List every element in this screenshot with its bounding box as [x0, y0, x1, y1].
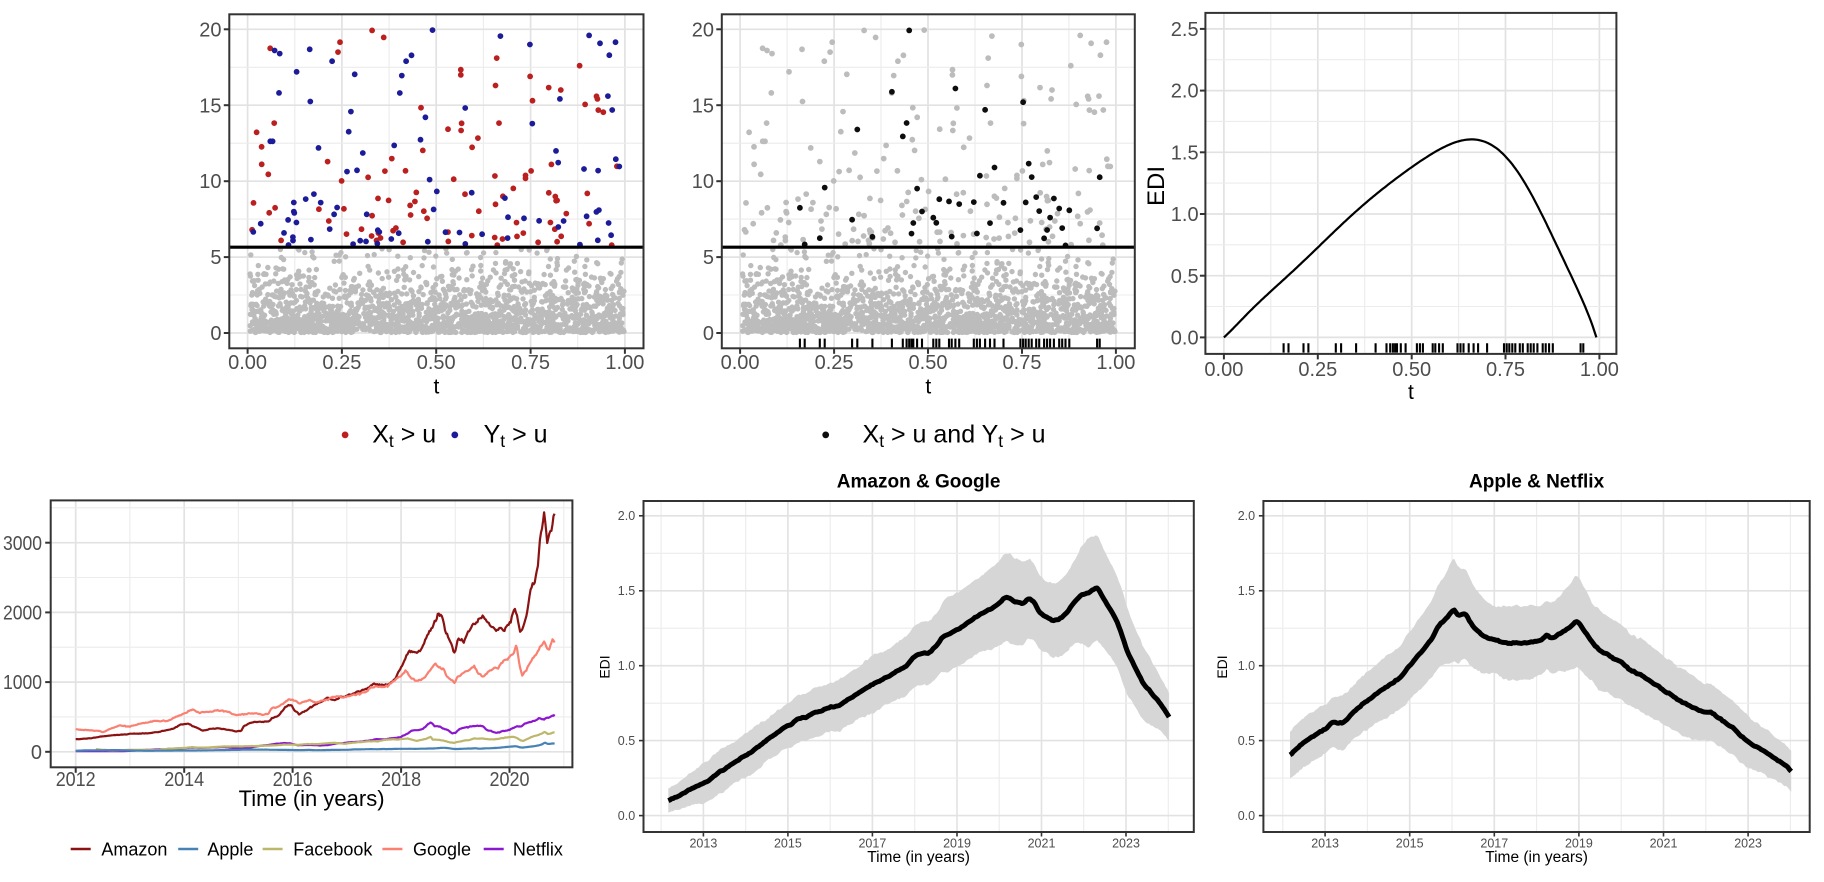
svg-text:0: 0 — [210, 323, 221, 345]
svg-text:0.0: 0.0 — [1238, 809, 1255, 823]
svg-text:2019: 2019 — [1565, 836, 1593, 850]
svg-text:3000: 3000 — [3, 533, 42, 555]
svg-text:0.00: 0.00 — [1204, 359, 1243, 381]
svg-text:2021: 2021 — [1028, 836, 1056, 850]
svg-text:2.0: 2.0 — [1171, 81, 1199, 103]
svg-text:t: t — [925, 376, 931, 399]
svg-text:Apple: Apple — [207, 839, 253, 859]
svg-text:1.0: 1.0 — [618, 659, 635, 673]
svg-text:Netflix: Netflix — [513, 839, 563, 859]
svg-text:2016: 2016 — [273, 769, 313, 791]
svg-text:0.25: 0.25 — [322, 352, 361, 374]
svg-text:0: 0 — [31, 742, 42, 764]
svg-text:0.75: 0.75 — [1486, 359, 1525, 381]
svg-text:2013: 2013 — [689, 836, 717, 850]
svg-text:2020: 2020 — [490, 769, 530, 791]
svg-text:0.00: 0.00 — [228, 352, 267, 374]
svg-text:2023: 2023 — [1112, 836, 1140, 850]
svg-text:0.75: 0.75 — [1003, 352, 1042, 374]
svg-text:2015: 2015 — [1396, 836, 1424, 850]
svg-text:2023: 2023 — [1734, 836, 1762, 850]
svg-text:15: 15 — [199, 95, 221, 117]
svg-text:0.25: 0.25 — [815, 352, 854, 374]
svg-text:0.50: 0.50 — [417, 352, 456, 374]
svg-text:1000: 1000 — [3, 672, 42, 694]
svg-text:1.5: 1.5 — [1238, 584, 1255, 598]
svg-text:Time (in years): Time (in years) — [867, 849, 970, 866]
svg-text:1.5: 1.5 — [1171, 142, 1199, 164]
svg-text:1.5: 1.5 — [618, 584, 635, 598]
svg-text:t: t — [433, 376, 439, 399]
svg-text:2.0: 2.0 — [618, 509, 635, 523]
svg-text:Amazon: Amazon — [101, 839, 167, 859]
svg-text:2015: 2015 — [774, 836, 802, 850]
svg-text:Yt​ > u: Yt​ > u — [484, 420, 548, 451]
svg-text:10: 10 — [199, 171, 221, 193]
svg-text:2000: 2000 — [3, 603, 42, 625]
svg-text:Amazon & Google: Amazon & Google — [837, 472, 1001, 493]
svg-text:20: 20 — [692, 19, 714, 41]
svg-text:2021: 2021 — [1650, 836, 1678, 850]
svg-text:0.0: 0.0 — [618, 809, 635, 823]
svg-text:0.25: 0.25 — [1298, 359, 1337, 381]
svg-text:Time (in years): Time (in years) — [1485, 849, 1588, 866]
svg-text:0.5: 0.5 — [1238, 734, 1255, 748]
svg-text:2.5: 2.5 — [1171, 19, 1199, 41]
svg-text:2.0: 2.0 — [1238, 509, 1255, 523]
svg-text:0.0: 0.0 — [1171, 328, 1199, 350]
svg-text:20: 20 — [199, 19, 221, 41]
svg-text:5: 5 — [210, 247, 221, 269]
svg-text:Time (in years): Time (in years) — [239, 786, 385, 811]
svg-text:0.5: 0.5 — [1171, 266, 1199, 288]
svg-text:EDI: EDI — [1214, 655, 1230, 678]
svg-text:5: 5 — [703, 247, 714, 269]
svg-text:15: 15 — [692, 95, 714, 117]
svg-text:Apple & Netflix: Apple & Netflix — [1469, 472, 1605, 493]
svg-text:0.50: 0.50 — [1392, 359, 1431, 381]
svg-text:1.0: 1.0 — [1171, 204, 1199, 226]
svg-text:0.50: 0.50 — [909, 352, 948, 374]
svg-text:2013: 2013 — [1311, 836, 1339, 850]
svg-text:Facebook: Facebook — [293, 839, 373, 859]
svg-text:0.75: 0.75 — [511, 352, 550, 374]
svg-text:1.00: 1.00 — [1580, 359, 1619, 381]
svg-text:2019: 2019 — [943, 836, 971, 850]
svg-text:2017: 2017 — [858, 836, 886, 850]
svg-text:0.5: 0.5 — [618, 734, 635, 748]
svg-text:Xt​ > u and Yt​ > u: Xt​ > u and Yt​ > u — [863, 420, 1046, 451]
svg-text:0.00: 0.00 — [721, 352, 760, 374]
svg-text:t: t — [1408, 381, 1414, 404]
svg-text:EDI: EDI — [1143, 166, 1170, 206]
svg-text:0: 0 — [703, 323, 714, 345]
svg-text:1.0: 1.0 — [1238, 659, 1255, 673]
svg-text:2018: 2018 — [381, 769, 421, 791]
svg-text:2012: 2012 — [56, 769, 96, 791]
svg-text:1.00: 1.00 — [1096, 352, 1135, 374]
svg-text:10: 10 — [692, 171, 714, 193]
svg-text:1.00: 1.00 — [605, 352, 644, 374]
svg-text:Google: Google — [413, 839, 471, 859]
svg-text:2014: 2014 — [164, 769, 204, 791]
svg-text:Xt​ > u: Xt​ > u — [372, 420, 436, 451]
svg-text:2017: 2017 — [1480, 836, 1508, 850]
svg-text:EDI: EDI — [597, 655, 613, 678]
